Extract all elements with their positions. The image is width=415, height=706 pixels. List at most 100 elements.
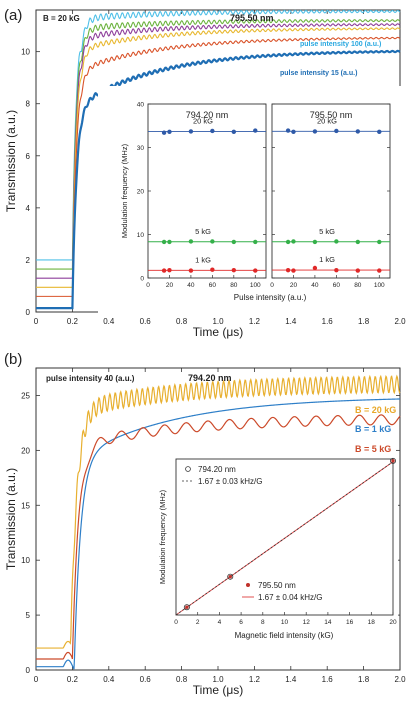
inset-x-tick-label: 6: [239, 619, 243, 626]
inset-x-tick-label: 100: [250, 282, 261, 289]
inset-row-label: 5 kG: [195, 227, 211, 236]
x-tick-label: 0: [34, 317, 39, 326]
inset-point: [188, 239, 194, 244]
annotation-pulse: pulse intensity 40 (a.u.): [46, 374, 135, 383]
series-line: [36, 23, 401, 279]
x-tick-label: 0.4: [103, 675, 115, 684]
legend-label: 1.67 ± 0.03 kHz/G: [198, 477, 262, 486]
inset-point: [377, 268, 382, 273]
panel-label: (b): [4, 351, 22, 368]
inset-point: [210, 128, 215, 134]
panel-a: 0 0.2 0.4 0.6 0.8 1.0 1.2 1.4 1.6 1.8 2.0 0 2 4 6 8 10 (a…: [4, 7, 408, 339]
curve-label: B = 1 kG: [355, 424, 391, 434]
inset-point-filled: [228, 574, 232, 579]
inset-x-tick-label: 60: [333, 282, 341, 289]
inset-point: [312, 239, 318, 245]
inset-y-axis-label: Modulation frequency (MHz): [120, 143, 129, 238]
inset-point: [253, 239, 258, 245]
inset-point: [312, 265, 318, 271]
legend-label: 1.67 ± 0.04 kHz/G: [258, 593, 322, 602]
x-axis-label: Time (μs): [193, 683, 243, 697]
inset-x-tick-label: 0: [174, 619, 178, 626]
y-tick-label: 15: [21, 501, 30, 510]
inset-x-tick-label: 0: [270, 282, 274, 289]
inset-fit-line-dashed: [175, 461, 394, 616]
inset-background: [98, 86, 408, 314]
inset-point: [334, 128, 339, 134]
inset-x-tick-label: 2: [196, 619, 200, 626]
x-tick-label: 0.6: [140, 317, 152, 326]
y-tick-label: 10: [21, 48, 30, 57]
series-line: [36, 49, 401, 310]
x-tick-label: 0.8: [176, 317, 188, 326]
inset-point: [167, 239, 172, 245]
inset-point: [231, 129, 237, 135]
legend-label: 794.20 nm: [198, 465, 236, 474]
inset-y-tick-label: 20: [137, 189, 145, 196]
inset-point-filled: [391, 459, 395, 463]
inset-point: [210, 239, 215, 244]
annotation-field: B = 20 kG: [43, 14, 80, 23]
inset-a: 794.20 nm 0 20 40 60 80 100 0 10 20 30 40 20 kG 5 kG 1…: [98, 86, 408, 314]
inset-point: [312, 129, 318, 134]
x-tick-label: 0.8: [176, 675, 188, 684]
annotation-wavelength: 795.50 nm: [230, 13, 274, 23]
inset-x-tick-label: 80: [230, 282, 238, 289]
inset-point: [167, 129, 172, 135]
inset-point: [161, 130, 167, 135]
legend-marker-filled-circle: [246, 583, 250, 587]
inset-x-tick-label: 20: [166, 282, 174, 289]
x-tick-label: 2.0: [394, 675, 406, 684]
inset-point: [231, 267, 237, 273]
inset-y-tick-label: 10: [137, 232, 145, 239]
inset-point-open: [227, 573, 234, 580]
inset-x-tick-label: 8: [261, 619, 265, 626]
x-tick-label: 1.6: [322, 317, 334, 326]
x-tick-label: 1.0: [212, 675, 224, 684]
inset-row-label: 1 kG: [195, 255, 211, 264]
inset-x-axis-label: Pulse intensity (a.u.): [234, 293, 307, 302]
y-tick-label: 25: [21, 391, 30, 400]
panel-b: 0 0.2 0.4 0.6 0.8 1.0 1.2 1.4 1.6 1.8 2.0051015202…: [4, 351, 406, 697]
inset-x-tick-label: 10: [281, 619, 289, 626]
x-tick-label: 1.0: [212, 317, 224, 326]
inset-point: [285, 267, 291, 273]
inset-point-open: [183, 604, 190, 611]
y-tick-label: 0: [26, 666, 31, 675]
inset-y-tick-label: 40: [137, 102, 145, 109]
inset-point: [188, 129, 194, 134]
y-tick-label: 5: [26, 611, 31, 620]
y-tick-label: 0: [26, 308, 31, 317]
curve-label: B = 5 kG: [355, 444, 391, 454]
inset-point: [334, 239, 339, 244]
inset-point: [161, 268, 167, 273]
inset-point: [291, 268, 296, 273]
inset-point: [334, 267, 339, 273]
inset-panel-title: 795.50 nm: [310, 110, 353, 120]
x-tick-label: 0.4: [103, 317, 115, 326]
inset-point: [210, 267, 215, 272]
y-tick-label: 20: [21, 446, 30, 455]
inset-b: 0 2 4 6 8 10 12 14 16 18 20 794.20 nm 1.67 ± 0.03 kH…: [150, 457, 398, 640]
y-axis-label: Transmission (a.u.): [4, 468, 18, 570]
series-line: [36, 36, 401, 297]
inset-x-tick-label: 80: [354, 282, 362, 289]
annotation-wavelength: 794.20 nm: [188, 373, 232, 383]
inset-point: [355, 239, 361, 245]
curve-label-bottom: pulse intensity 15 (a.u.): [280, 70, 357, 77]
series-line: [36, 19, 401, 270]
inset-x-tick-label: 20: [290, 282, 298, 289]
panel-label: (a): [4, 7, 22, 24]
inset-x-tick-label: 14: [324, 619, 332, 626]
inset-x-tick-label: 18: [368, 619, 376, 626]
inset-x-tick-label: 4: [218, 619, 222, 626]
inset-x-tick-label: 40: [311, 282, 319, 289]
inset-y-tick-label: 30: [137, 145, 145, 152]
inset-x-tick-label: 16: [346, 619, 354, 626]
inset-point: [253, 128, 258, 133]
inset-point: [355, 129, 361, 134]
inset-point: [253, 268, 258, 273]
inset-point: [167, 267, 172, 273]
y-tick-label: 2: [26, 256, 31, 265]
inset-x-tick-label: 100: [374, 282, 385, 289]
